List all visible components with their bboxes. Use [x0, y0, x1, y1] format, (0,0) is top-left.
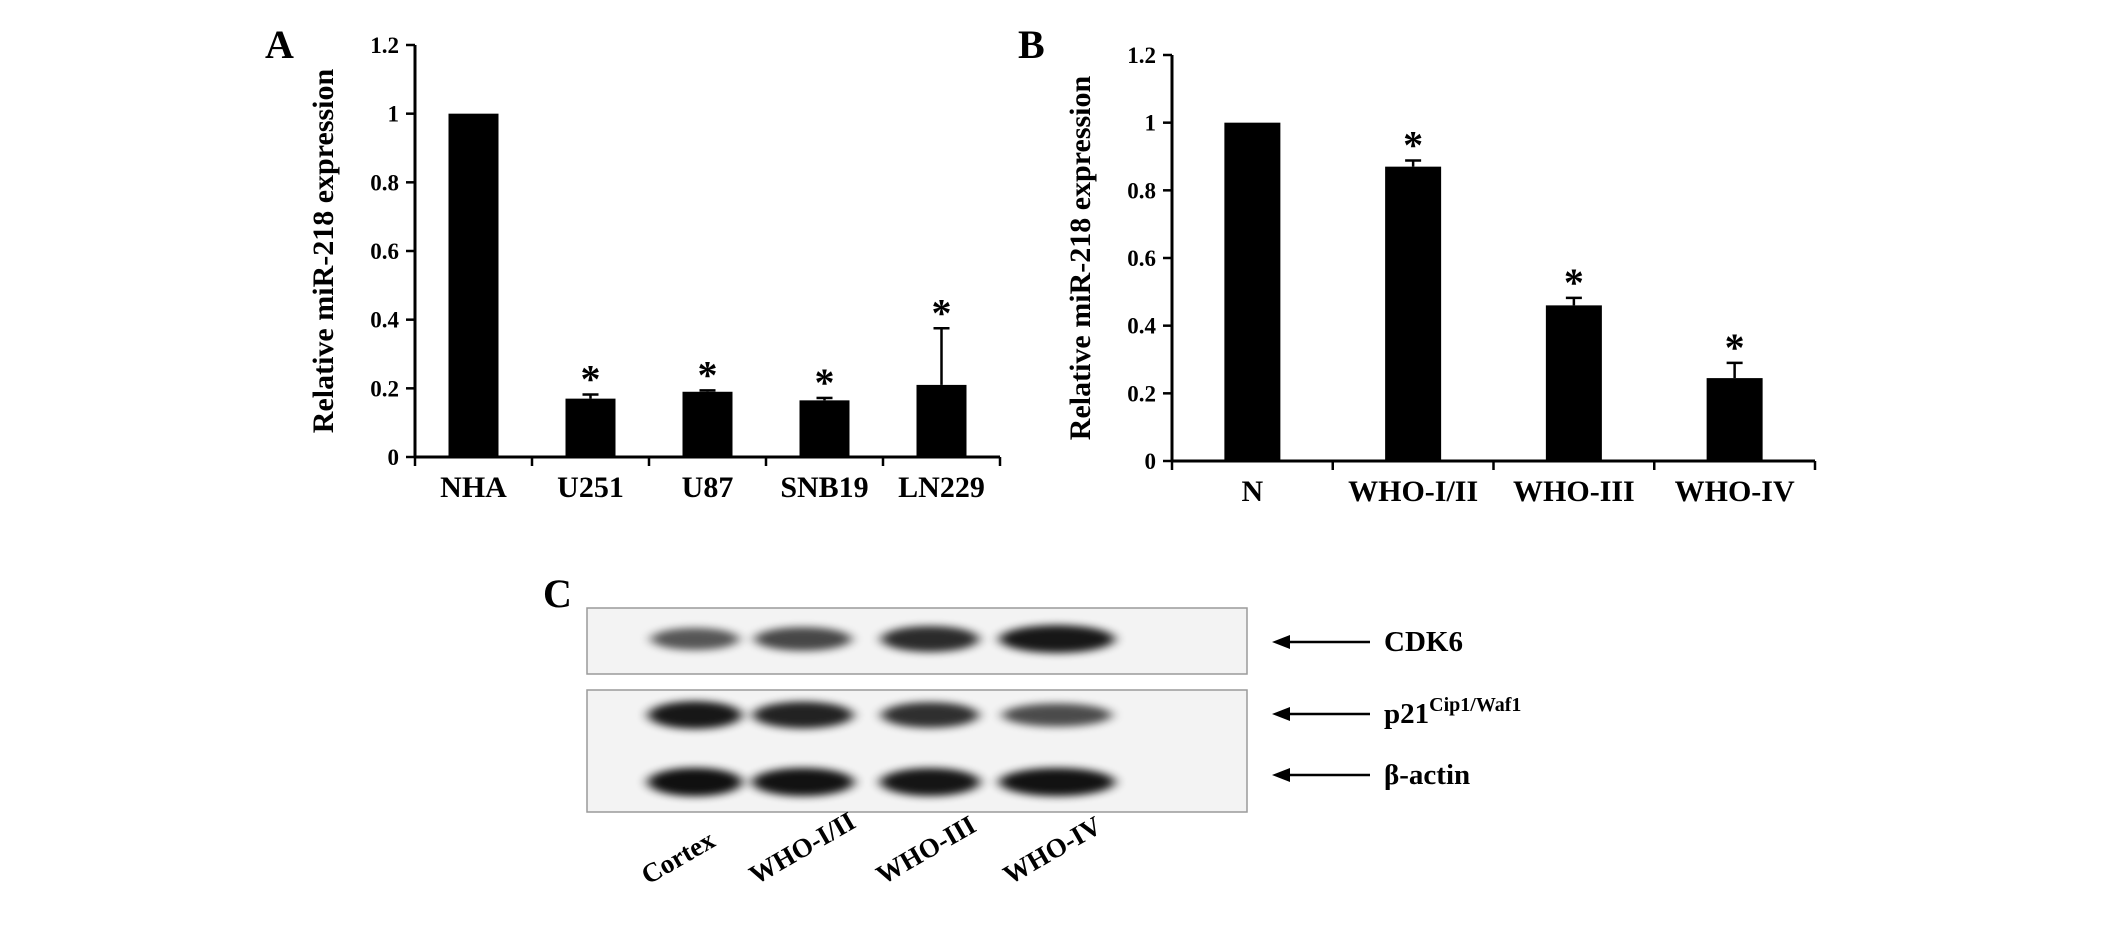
panel-a-significance-marker: * — [698, 352, 718, 397]
blot-band-p21 — [752, 701, 854, 729]
blot-label-superscript: Cip1/Waf1 — [1429, 694, 1521, 716]
panel-a-y-tick-label: 0.8 — [370, 170, 399, 195]
panel-a-bar — [916, 384, 967, 457]
blot-label-p21: p21Cip1/Waf1 — [1384, 694, 1521, 730]
panel-a-y-axis-label: Relative miR-218 expression — [307, 68, 340, 433]
panel-a-y-tick-label: 0 — [388, 445, 400, 470]
panel-a-category-label: U87 — [682, 471, 734, 504]
blot-band-p21 — [1002, 703, 1112, 727]
blot-band-CDK6 — [754, 627, 852, 651]
panel-b-significance-marker: * — [1725, 325, 1745, 370]
panel-a-category-label: SNB19 — [780, 471, 868, 504]
panel-c-letter: C — [543, 571, 572, 616]
panel-b-category-label: WHO-IV — [1675, 475, 1795, 508]
panel-b-significance-marker: * — [1564, 260, 1584, 305]
panel-a-significance-marker: * — [932, 290, 952, 335]
panel-b-y-tick-label: 0.8 — [1127, 178, 1156, 203]
blot-band-CDK6 — [999, 625, 1115, 653]
panel-c-western-blot: C CDK6 p21Cip1/Waf1 β-actin Cortex WHO-I/II… — [543, 571, 1521, 890]
panel-a-bar — [682, 391, 733, 457]
blot-band-beta-actin — [647, 767, 743, 797]
arrow-left-icon — [1272, 635, 1290, 649]
panel-b-y-axis-label: Relative miR-218 expression — [1064, 75, 1097, 440]
panel-b-bar — [1545, 305, 1602, 461]
panel-b-y-tick-label: 1.2 — [1127, 43, 1156, 68]
panel-b-chart: B 0 0.2 0.4 0.6 0.8 1 1.2 N * WHO-I/II * WHO-III * WH… — [1018, 22, 1817, 508]
blot-band-CDK6 — [650, 627, 740, 651]
blot-band-beta-actin — [751, 767, 855, 797]
panel-b-y-tick-label: 0.2 — [1127, 381, 1156, 406]
panel-a-y-tick-label: 1.2 — [370, 33, 399, 58]
blot-lane-label: WHO-III — [871, 809, 981, 890]
panel-a-y-tick-label: 0.2 — [370, 376, 399, 401]
panel-b-category-label: N — [1242, 475, 1264, 508]
blot-lane-label: WHO-I/II — [744, 806, 860, 890]
panel-b-category-label: WHO-III — [1513, 475, 1635, 508]
panel-b-y-tick-label: 0.6 — [1127, 246, 1156, 271]
arrow-left-icon — [1272, 768, 1290, 782]
panel-a-category-label: NHA — [440, 471, 507, 504]
panel-b-letter: B — [1018, 22, 1045, 67]
panel-a-y-tick-label: 1 — [388, 102, 400, 127]
panel-b-significance-marker: * — [1403, 123, 1423, 168]
panel-a-bar — [799, 400, 850, 457]
panel-b-category-label: WHO-I/II — [1348, 475, 1478, 508]
panel-a-chart: A 0 0.2 0.4 0.6 0.8 1 1.2 NHA * U251 * U87 * SNB19 * LN… — [265, 22, 1002, 504]
panel-a-y-tick-label: 0.6 — [370, 239, 399, 264]
blot-band-p21 — [648, 701, 742, 729]
panel-b-bar — [1706, 378, 1763, 461]
blot-band-beta-actin — [999, 767, 1115, 797]
arrow-left-icon — [1272, 707, 1290, 721]
panel-b-bar — [1385, 166, 1442, 461]
blot-band-p21 — [881, 702, 979, 728]
blot-band-beta-actin — [880, 767, 980, 797]
panel-a-significance-marker: * — [815, 360, 835, 405]
panel-a-y-tick-label: 0.4 — [370, 308, 399, 333]
panel-a-category-label: LN229 — [898, 471, 985, 504]
blot-lane-label: Cortex — [636, 824, 720, 890]
panel-b-y-tick-label: 1 — [1145, 111, 1157, 136]
panel-a-category-label: U251 — [557, 471, 624, 504]
panel-b-y-tick-label: 0.4 — [1127, 314, 1156, 339]
panel-a-bar — [448, 113, 499, 458]
blot-band-CDK6 — [881, 625, 979, 653]
blot-lane-label: WHO-IV — [998, 810, 1107, 890]
blot-label-beta-actin: β-actin — [1384, 759, 1470, 791]
blot-label-CDK6: CDK6 — [1384, 626, 1463, 658]
panel-b-y-tick-label: 0 — [1145, 449, 1157, 474]
panel-a-significance-marker: * — [581, 357, 601, 402]
panel-b-bar — [1224, 122, 1281, 462]
panel-a-bar — [565, 398, 616, 457]
panel-a-letter: A — [265, 22, 294, 67]
